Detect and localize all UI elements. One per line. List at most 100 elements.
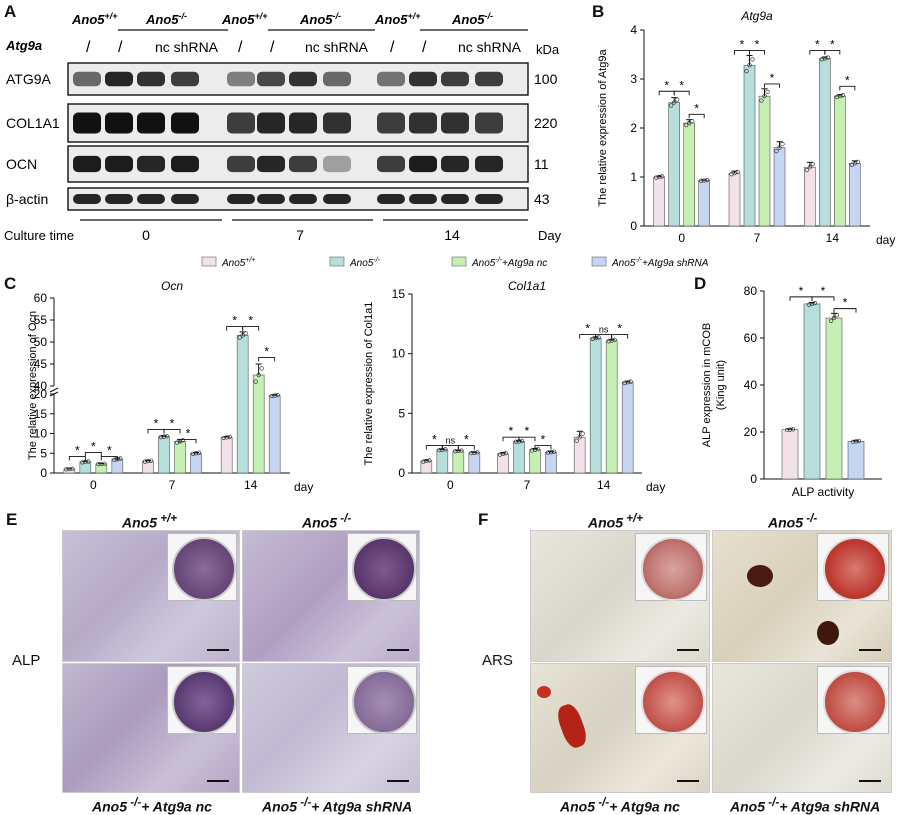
x-tick-label: 0: [90, 478, 97, 492]
y-tick-label: 10: [34, 427, 48, 441]
data-point: [654, 175, 659, 180]
ars-well: [823, 670, 887, 734]
data-point: [780, 141, 785, 147]
y-tick-label: 40: [744, 378, 758, 392]
data-point: [437, 447, 442, 453]
data-point: [224, 435, 229, 440]
legend-swatch-0: [201, 256, 217, 267]
svg-text:Ano5+/+: Ano5+/+: [221, 11, 268, 27]
bar: [236, 335, 249, 474]
legend-label-3: Ano5-/-+Atg9a shRNA: [611, 257, 709, 269]
significance-mark: *: [107, 443, 112, 457]
ars-image-ko: [712, 530, 892, 662]
band: [171, 71, 199, 87]
significance-mark: *: [264, 344, 269, 358]
data-point: [609, 338, 614, 343]
data-point: [672, 100, 677, 105]
ars-well: [823, 537, 887, 601]
chart-d-alp: 0 20 40 60 80 ALP expression in mCOB (King uni…: [701, 284, 882, 499]
alp-image-shrna: [242, 663, 420, 793]
band: [227, 155, 255, 173]
bar: [743, 64, 756, 227]
bar: [497, 453, 509, 474]
significance-bracket: [611, 334, 629, 339]
data-point: [67, 466, 72, 472]
panel-b-label: B: [592, 2, 605, 21]
x-axis-label: day: [646, 480, 665, 494]
band: [323, 194, 351, 204]
y-tick-label: 0: [398, 466, 405, 480]
band: [137, 194, 165, 204]
ars-well-inset: [817, 666, 889, 734]
bar: [773, 147, 786, 227]
y-tick-label: 5: [40, 446, 47, 460]
data-point: [690, 118, 695, 124]
significance-mark: *: [679, 78, 684, 92]
group-header-1: Ano5+/+ Ano5-/-: [221, 11, 375, 31]
bar: [803, 303, 821, 480]
data-point: [807, 165, 812, 170]
bar: [529, 449, 541, 474]
svg-text:Ano5+/+: Ano5+/+: [71, 11, 118, 27]
bar: [849, 162, 861, 227]
band: [227, 112, 255, 134]
data-point: [702, 178, 707, 183]
x-axis-label: day: [876, 233, 895, 247]
bar: [804, 166, 816, 227]
y-tick-label: 60: [744, 331, 758, 345]
bar: [468, 452, 481, 474]
data-point: [625, 380, 630, 385]
band: [323, 155, 351, 173]
data-point: [735, 169, 740, 175]
data-point: [831, 315, 837, 321]
data-point: [762, 94, 767, 99]
chart-title: Atg9a: [740, 9, 773, 23]
alp-well-inset: [347, 666, 417, 734]
f-caption-top-left: Ano5 +/+: [588, 512, 644, 531]
significance-mark: *: [815, 38, 820, 52]
data-point: [856, 438, 862, 444]
data-point: [164, 434, 170, 439]
culture-time-0: 0: [142, 227, 150, 243]
data-point: [240, 333, 245, 338]
y-tick-label: 5: [398, 406, 405, 420]
bar: [589, 337, 602, 474]
band: [475, 71, 503, 87]
significance-bracket: [242, 326, 260, 331]
y-tick-label: 1: [630, 170, 637, 184]
y-tick-label: 4: [630, 23, 637, 37]
significance-mark: ns: [599, 325, 609, 335]
svg-text:/: /: [390, 39, 395, 56]
data-point: [774, 149, 779, 154]
band: [257, 155, 285, 173]
data-point: [427, 458, 432, 463]
band-label-3: β-actin: [6, 191, 48, 207]
data-point: [850, 439, 856, 444]
data-point: [628, 379, 633, 384]
data-point: [825, 55, 830, 60]
significance-mark: *: [75, 443, 80, 457]
bar: [158, 436, 170, 474]
y-axis-label: The relative expression of Atg9a: [597, 49, 609, 207]
data-point: [790, 427, 796, 432]
data-point: [424, 458, 429, 464]
data-point: [853, 439, 859, 444]
alp-image-wt: [62, 530, 240, 662]
chart-b-atg9a: 0 1 2 3 4 Atg9a The relative expression of Atg…: [597, 9, 895, 247]
data-point: [70, 466, 75, 471]
band: [475, 112, 503, 134]
chart-c-col1a1: 0 5 10 15 Col1a1 The relative expression of C…: [363, 279, 665, 494]
significance-mark: ns: [446, 436, 456, 446]
bar: [683, 122, 695, 227]
data-point: [180, 438, 186, 443]
data-point: [161, 434, 167, 439]
culture-time-label: Culture time: [4, 228, 74, 243]
band: [105, 112, 133, 134]
band: [289, 155, 317, 173]
data-point: [237, 335, 242, 340]
y-tick-label: 20: [744, 425, 758, 439]
data-point: [259, 366, 264, 371]
svg-text:/: /: [238, 39, 243, 56]
data-point: [705, 178, 710, 183]
